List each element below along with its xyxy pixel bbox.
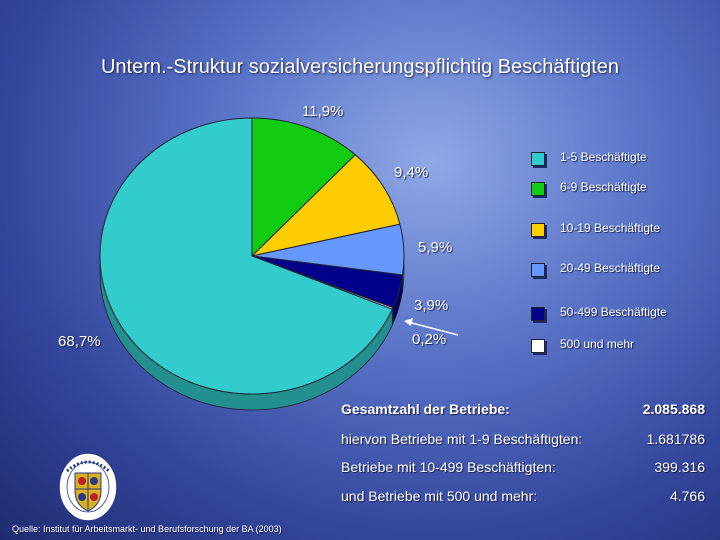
- stat-label: hiervon Betriebe mit 1-9 Beschäftigten:: [341, 431, 583, 447]
- legend-item-20-49: 20-49 Beschäftigte: [531, 261, 720, 277]
- legend-label-10-19: 10-19 Beschäftigte: [560, 221, 661, 235]
- leader-line-0-2: [407, 321, 459, 336]
- legend-swatch-6-9: [531, 182, 545, 196]
- stat-row-1-9: hiervon Betriebe mit 1-9 Beschäftigten: …: [341, 431, 711, 451]
- slice-label-6-9: 11,9%: [302, 103, 344, 120]
- legend-swatch-50-499: [531, 307, 545, 321]
- chart-title: Untern.-Struktur sozialversicherungspfli…: [100, 56, 620, 78]
- slice-label-50-499: 3,9%: [414, 297, 449, 314]
- legend-swatch-20-49: [531, 263, 545, 277]
- legend-swatch-10-19: [531, 223, 545, 237]
- legend-label-6-9: 6-9 Beschäftigte: [560, 180, 647, 194]
- source-citation: Quelle: Institut für Arbeitsmarkt- und B…: [12, 524, 282, 534]
- stat-value: 1.681786: [646, 431, 705, 447]
- leader-arrowhead: [404, 318, 413, 326]
- legend-label-20-49: 20-49 Beschäftigte: [560, 261, 661, 275]
- stat-row-10-499: Betriebe mit 10-499 Beschäftigten: 399.3…: [341, 459, 711, 479]
- legend-swatch-500-plus: [531, 339, 545, 353]
- legend-label-50-499: 50-499 Beschäftigte: [560, 305, 667, 319]
- stat-label: und Betriebe mit 500 und mehr:: [341, 488, 538, 504]
- slice-label-20-49: 5,9%: [418, 239, 453, 256]
- pie-slice-1-5-besch-ftigte: [99, 117, 393, 395]
- pie-slice-10-19-besch-ftigte: [250, 154, 401, 257]
- stat-value: 2.085.868: [642, 401, 705, 417]
- legend-item-500-plus: 500 und mehr: [531, 337, 720, 353]
- stat-label: Gesamtzahl der Betriebe:: [341, 401, 510, 417]
- legend-item-10-19: 10-19 Beschäftigte: [531, 221, 720, 237]
- stat-row-total: Gesamtzahl der Betriebe: 2.085.868: [341, 401, 711, 421]
- legend-item-1-5: 1-5 Beschäftigte: [531, 150, 720, 166]
- slice-label-10-19: 9,4%: [394, 164, 429, 181]
- stat-row-500-plus: und Betriebe mit 500 und mehr: 4.766: [341, 488, 711, 508]
- slice-label-500-plus: 0,2%: [412, 331, 447, 348]
- slice-label-1-5: 68,7%: [58, 333, 101, 350]
- stat-value: 399.316: [654, 459, 705, 475]
- legend-label-500-plus: 500 und mehr: [560, 337, 635, 351]
- stat-label: Betriebe mit 10-499 Beschäftigten:: [341, 459, 556, 475]
- legend-item-50-499: 50-499 Beschäftigte: [531, 305, 720, 321]
- district-coat-of-arms-logo: [58, 452, 118, 522]
- legend-item-6-9: 6-9 Beschäftigte: [531, 180, 720, 196]
- stat-value: 4.766: [669, 488, 705, 504]
- legend-swatch-1-5: [531, 152, 545, 166]
- legend-label-1-5: 1-5 Beschäftigte: [560, 150, 647, 164]
- pie-slice-6-9-besch-ftigte: [251, 117, 357, 258]
